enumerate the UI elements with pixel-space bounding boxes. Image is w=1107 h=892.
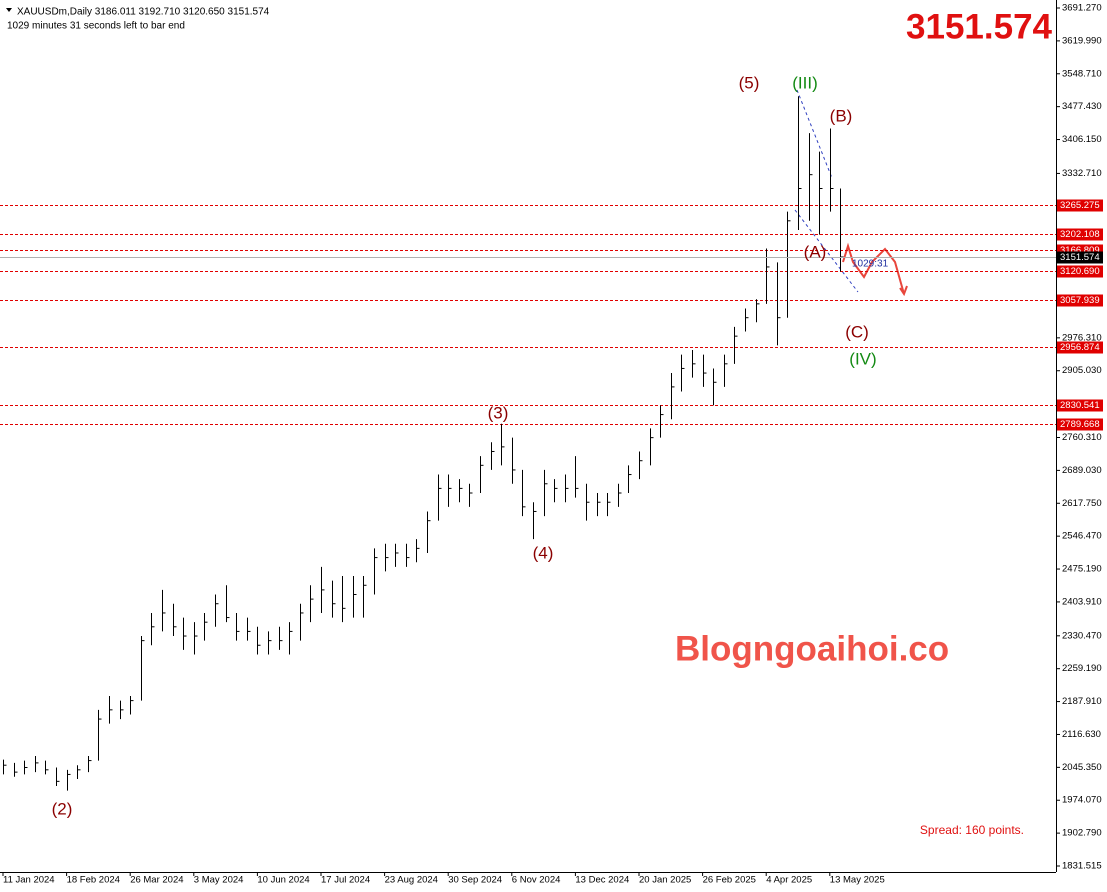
- header: XAUUSDm,Daily 3186.011 3192.710 3120.650…: [17, 7, 270, 18]
- level-label: 2830.541: [1060, 400, 1100, 411]
- y-tick-label: 2330.470: [1062, 630, 1102, 641]
- y-tick-label: 2905.030: [1062, 365, 1102, 376]
- y-tick-label: 3619.990: [1062, 35, 1102, 46]
- x-tick-label: 10 Jun 2024: [257, 875, 309, 886]
- y-tick-label: 2617.750: [1062, 498, 1102, 509]
- channel-line: [794, 209, 859, 293]
- x-tick-label: 17 Jul 2024: [321, 875, 370, 886]
- y-tick-label: 2187.910: [1062, 696, 1102, 707]
- x-tick-label: 23 Aug 2024: [385, 875, 438, 886]
- x-tick-label: 26 Mar 2024: [130, 875, 183, 886]
- y-tick-label: 2116.630: [1062, 729, 1101, 740]
- current-price-big: 3151.574: [906, 7, 1053, 46]
- x-tick-label: 4 Apr 2025: [766, 875, 812, 886]
- y-tick-label: 3406.150: [1062, 134, 1102, 145]
- wave-label: (2): [52, 799, 73, 818]
- countdown: 1029:31: [852, 259, 889, 270]
- y-tick-label: 2403.910: [1062, 596, 1102, 607]
- y-tick-label: 1974.070: [1062, 795, 1102, 806]
- level-label: 2956.874: [1060, 342, 1100, 353]
- y-tick-label: 3477.430: [1062, 101, 1102, 112]
- y-tick-label: 2976.310: [1062, 332, 1102, 343]
- channel-line: [796, 89, 833, 179]
- level-label: 3166.809: [1060, 245, 1100, 256]
- projection-arrows: [842, 242, 908, 297]
- x-tick-label: 11 Jan 2024: [3, 875, 55, 886]
- x-tick-label: 26 Feb 2025: [703, 875, 756, 886]
- wave-label: (B): [830, 106, 853, 125]
- y-tick-label: 2259.190: [1062, 663, 1102, 674]
- level-box: [1057, 294, 1103, 307]
- x-tick-label: 3 May 2024: [194, 875, 244, 886]
- x-tick-label: 13 Dec 2024: [575, 875, 629, 886]
- y-tick-label: 2475.190: [1062, 564, 1102, 575]
- wave-label: (III): [792, 73, 818, 92]
- wave-label: (A): [804, 242, 827, 261]
- y-tick-label: 2045.350: [1062, 762, 1102, 773]
- wave-label: (C): [845, 322, 869, 341]
- x-tick-label: 20 Jan 2025: [639, 875, 691, 886]
- y-tick-label: 1831.515: [1062, 861, 1102, 872]
- level-label: 3057.939: [1060, 295, 1100, 306]
- spread: Spread: 160 points.: [920, 823, 1024, 837]
- y-tick-label: 3548.710: [1062, 68, 1102, 79]
- level-box: [1057, 399, 1103, 412]
- y-tick-label: 2760.310: [1062, 432, 1102, 443]
- wave-label: (IV): [849, 349, 876, 368]
- wave-label: (4): [533, 543, 554, 562]
- level-label: 2789.668: [1060, 419, 1100, 430]
- level-label: 3265.275: [1060, 200, 1100, 211]
- y-tick-label: 1902.790: [1062, 828, 1102, 839]
- y-tick-label: 3332.710: [1062, 168, 1102, 179]
- level-box: [1057, 265, 1103, 278]
- subheader: 1029 minutes 31 seconds left to bar end: [7, 21, 185, 32]
- level-label: 3202.108: [1060, 229, 1100, 240]
- current-price-box: [1057, 251, 1103, 264]
- x-tick-label: 6 Nov 2024: [512, 875, 561, 886]
- wave-label: (3): [488, 403, 509, 422]
- level-box: [1057, 341, 1103, 354]
- x-tick-label: 18 Feb 2024: [67, 875, 120, 886]
- watermark: Blogngoaihoi.co: [675, 629, 949, 668]
- current-price-label: 3151.574: [1060, 252, 1100, 263]
- y-tick-label: 3691.270: [1062, 3, 1102, 14]
- x-tick-label: 30 Sep 2024: [448, 875, 502, 886]
- x-tick-label: 13 May 2025: [830, 875, 885, 886]
- level-box: [1057, 418, 1103, 431]
- y-tick-label: 2546.470: [1062, 531, 1102, 542]
- y-tick-label: 2689.030: [1062, 465, 1102, 476]
- level-label: 3120.690: [1060, 266, 1100, 277]
- level-box: [1057, 228, 1103, 241]
- level-box: [1057, 199, 1103, 212]
- wave-label: (5): [739, 73, 760, 92]
- menu-arrow: [6, 8, 12, 12]
